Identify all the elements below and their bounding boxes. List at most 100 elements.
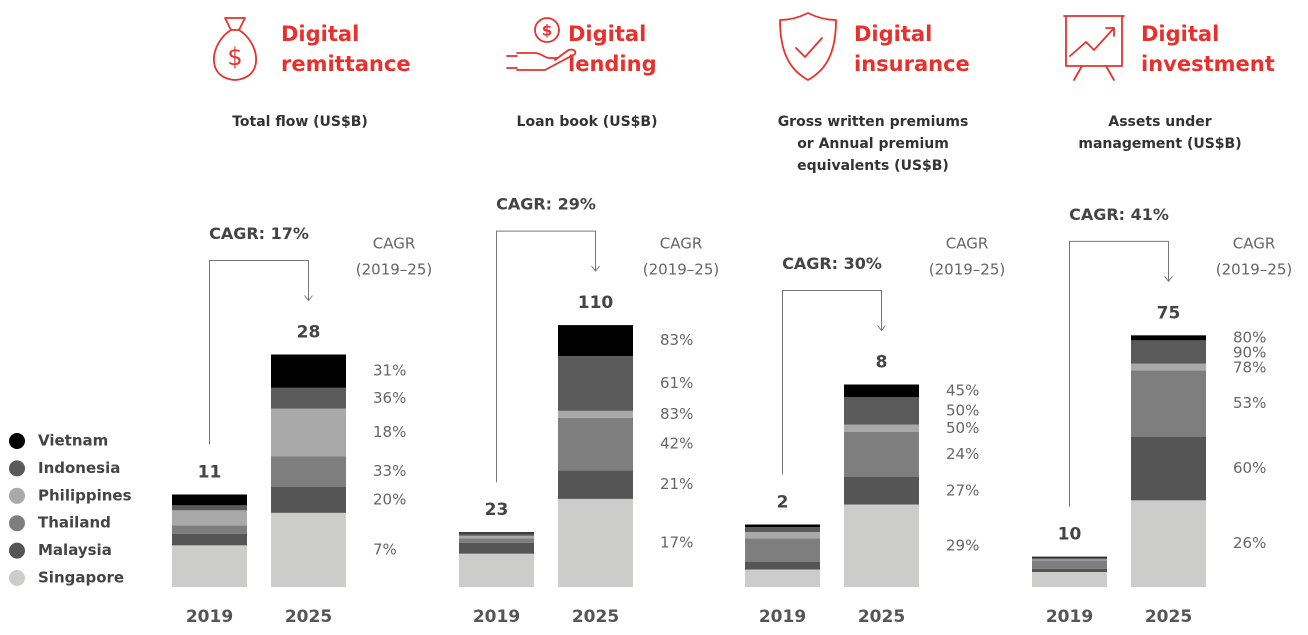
x-tick-label: 2025 bbox=[285, 607, 332, 627]
cagr-note: CAGR bbox=[660, 235, 703, 253]
bar-segment bbox=[1032, 568, 1107, 572]
panel-subtitle: Loan book (US$B) bbox=[517, 114, 658, 130]
segment-cagr-label: 18% bbox=[373, 423, 406, 441]
bar-segment bbox=[271, 487, 346, 513]
bar-segment bbox=[459, 532, 534, 534]
bar-segment bbox=[172, 545, 247, 587]
panel-title: Digital bbox=[568, 22, 646, 46]
legend-swatch bbox=[9, 542, 25, 559]
total-label: 23 bbox=[485, 500, 509, 520]
cagr-note: (2019–25) bbox=[929, 261, 1005, 279]
bar-segment bbox=[459, 553, 534, 587]
bar-segment bbox=[1131, 340, 1206, 364]
segment-cagr-label: 27% bbox=[946, 481, 979, 499]
money-bag-icon: $ bbox=[212, 17, 258, 81]
bar-segment bbox=[745, 569, 820, 587]
bar-segment bbox=[172, 494, 247, 506]
bar-segment bbox=[172, 525, 247, 534]
panel-title: investment bbox=[1141, 52, 1275, 76]
x-tick-label: 2025 bbox=[858, 607, 905, 627]
bar-segment bbox=[1032, 560, 1107, 569]
segment-cagr-label: 42% bbox=[660, 435, 693, 453]
bar-segment bbox=[844, 424, 919, 432]
legend-swatch bbox=[9, 570, 25, 586]
legend-label: Malaysia bbox=[38, 541, 112, 559]
segment-cagr-label: 61% bbox=[660, 374, 693, 392]
segment-cagr-label: 26% bbox=[1233, 534, 1266, 552]
bar-segment bbox=[1131, 335, 1206, 341]
lending-icon: $ bbox=[506, 17, 577, 71]
panel-title: Digital bbox=[1141, 22, 1219, 46]
x-tick-label: 2019 bbox=[1046, 607, 1093, 627]
x-tick-label: 2019 bbox=[759, 607, 806, 627]
segment-cagr-label: 36% bbox=[373, 389, 406, 407]
total-label: 10 bbox=[1058, 525, 1082, 545]
bar-segment bbox=[745, 532, 820, 539]
total-label: 8 bbox=[876, 353, 888, 373]
legend-label: Vietnam bbox=[38, 432, 108, 450]
bar-segment bbox=[844, 504, 919, 587]
bar-segment bbox=[558, 410, 633, 418]
x-tick-label: 2025 bbox=[1145, 607, 1192, 627]
cagr-note: CAGR bbox=[373, 235, 416, 253]
total-label: 110 bbox=[578, 293, 614, 313]
shield-icon bbox=[779, 12, 837, 81]
bar-segment bbox=[558, 356, 633, 411]
panel-title: Digital bbox=[854, 22, 932, 46]
legend-label: Indonesia bbox=[38, 459, 120, 477]
legend-label: Thailand bbox=[38, 514, 111, 532]
bar-segment bbox=[1131, 500, 1206, 587]
panel-title: Digital bbox=[281, 22, 359, 46]
total-label: 75 bbox=[1157, 303, 1181, 323]
segment-cagr-label: 21% bbox=[660, 475, 693, 493]
panel-subtitle: Assets under bbox=[1108, 114, 1211, 130]
bar-segment bbox=[844, 397, 919, 425]
bar-segment bbox=[271, 512, 346, 587]
bar-segment bbox=[1032, 557, 1107, 560]
panel-title: remittance bbox=[281, 52, 411, 76]
total-label: 2 bbox=[777, 493, 789, 513]
bar-segment bbox=[745, 527, 820, 532]
cagr-bracket bbox=[1069, 240, 1169, 507]
cagr-label: CAGR: 17% bbox=[209, 224, 309, 243]
bar-segment bbox=[558, 325, 633, 357]
cagr-note: CAGR bbox=[1233, 235, 1276, 253]
cagr-note: (2019–25) bbox=[643, 261, 719, 279]
bar-segment bbox=[271, 456, 346, 487]
segment-cagr-label: 33% bbox=[373, 462, 406, 480]
legend-swatch bbox=[9, 515, 25, 532]
bar-segment bbox=[172, 505, 247, 511]
bar-segment bbox=[1131, 363, 1206, 371]
panel-subtitle: Total flow (US$B) bbox=[232, 114, 368, 130]
segment-cagr-label: 17% bbox=[660, 533, 693, 551]
cagr-note: CAGR bbox=[946, 235, 989, 253]
cagr-note: (2019–25) bbox=[1216, 261, 1292, 279]
total-label: 11 bbox=[198, 463, 222, 483]
segment-cagr-label: 7% bbox=[373, 540, 397, 558]
x-tick-label: 2019 bbox=[186, 607, 233, 627]
panel-title: insurance bbox=[854, 52, 970, 76]
bar-segment bbox=[1032, 559, 1107, 561]
cagr-arrowhead bbox=[304, 295, 313, 302]
bar-segment bbox=[459, 538, 534, 543]
panel-subtitle: Gross written premiums bbox=[778, 114, 969, 130]
chart-icon bbox=[1063, 15, 1125, 81]
cagr-label: CAGR: 30% bbox=[782, 254, 882, 273]
bar-segment bbox=[558, 498, 633, 587]
bar-segment bbox=[1032, 572, 1107, 587]
bar-segment bbox=[1032, 556, 1107, 558]
svg-text:$: $ bbox=[542, 22, 552, 40]
legend-swatch bbox=[9, 487, 25, 504]
segment-cagr-label: 50% bbox=[946, 419, 979, 437]
segment-cagr-label: 60% bbox=[1233, 459, 1266, 477]
bar-segment bbox=[459, 533, 534, 536]
cagr-label: CAGR: 29% bbox=[496, 195, 596, 214]
bar-segment bbox=[844, 384, 919, 397]
panel-subtitle: management (US$B) bbox=[1078, 136, 1241, 152]
panel-subtitle: equivalents (US$B) bbox=[797, 158, 949, 174]
bar-segment bbox=[745, 538, 820, 562]
bar-segment bbox=[271, 354, 346, 388]
x-tick-label: 2019 bbox=[473, 607, 520, 627]
cagr-note: (2019–25) bbox=[356, 261, 432, 279]
bar-segment bbox=[1131, 370, 1206, 437]
